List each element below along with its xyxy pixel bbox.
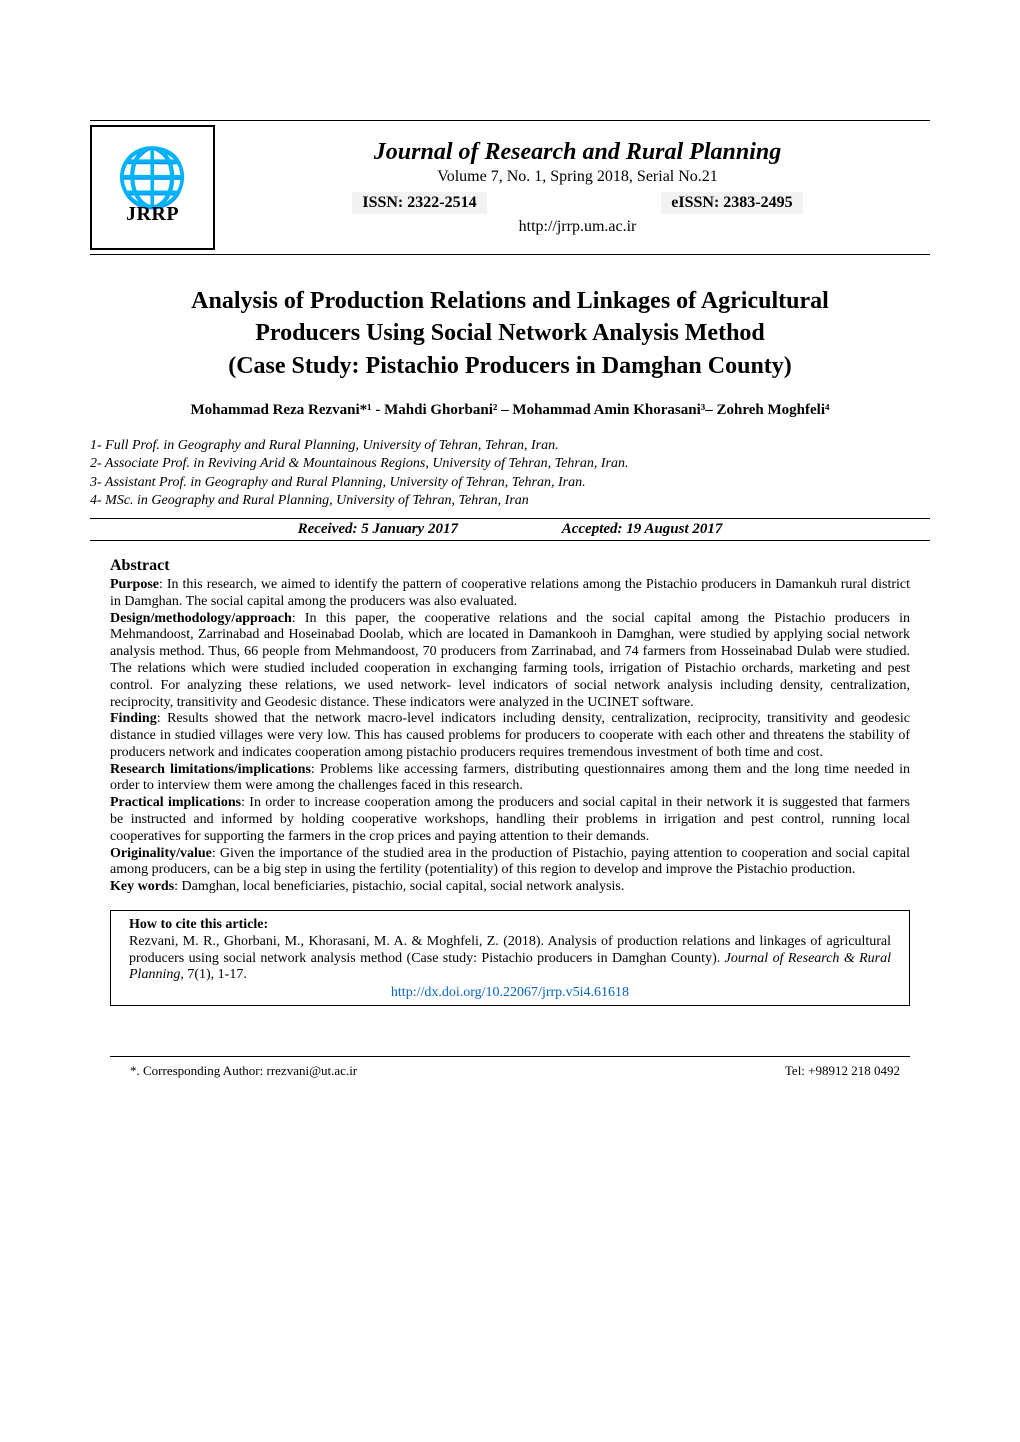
practical-label: Practical implications — [110, 795, 241, 810]
abstract-finding: Finding: Results showed that the network… — [110, 711, 910, 761]
footer-text: *. Corresponding Author: rrezvani@ut.ac.… — [90, 1057, 930, 1079]
purpose-text: : In this research, we aimed to identify… — [110, 577, 910, 609]
abstract-purpose: Purpose: In this research, we aimed to i… — [110, 577, 910, 611]
issn-label: ISSN: 2322-2514 — [352, 192, 486, 214]
finding-text: : Results showed that the network macro-… — [110, 711, 910, 760]
abstract-practical: Practical implications: In order to incr… — [110, 795, 910, 845]
keywords-text: : Damghan, local beneficiaries, pistachi… — [174, 879, 624, 894]
abstract-body: Purpose: In this research, we aimed to i… — [90, 577, 930, 896]
abstract-originality: Originality/value: Given the importance … — [110, 846, 910, 880]
logo-cell: 🌐 JRRP — [90, 121, 225, 255]
article-title: Analysis of Production Relations and Lin… — [90, 285, 930, 382]
logo-text: JRRP — [126, 203, 179, 226]
abstract-heading: Abstract — [90, 557, 930, 575]
header-content: Journal of Research and Rural Planning V… — [225, 121, 930, 255]
affiliation-2: 2- Associate Prof. in Reviving Arid & Mo… — [90, 455, 930, 473]
abstract-keywords: Key words: Damghan, local beneficiaries,… — [110, 879, 910, 896]
journal-title: Journal of Research and Rural Planning — [225, 139, 930, 166]
citation-box: How to cite this article: Rezvani, M. R.… — [110, 910, 910, 1006]
affiliation-1: 1- Full Prof. in Geography and Rural Pla… — [90, 437, 930, 455]
design-label: Design/methodology/approach — [110, 611, 292, 626]
abstract-design: Design/methodology/approach: In this pap… — [110, 611, 910, 712]
finding-label: Finding — [110, 711, 157, 726]
title-line-1: Analysis of Production Relations and Lin… — [90, 285, 930, 317]
authors-list: Mohammad Reza Rezvani*¹ - Mahdi Ghorbani… — [90, 402, 930, 419]
abstract-limitations: Research limitations/implications: Probl… — [110, 762, 910, 796]
logo-globe-icon: 🌐 — [116, 149, 188, 207]
citation-text: Rezvani, M. R., Ghorbani, M., Khorasani,… — [129, 934, 891, 984]
citation-doi-link[interactable]: http://dx.doi.org/10.22067/jrrp.v5i4.616… — [129, 985, 891, 1001]
keywords-label: Key words — [110, 879, 174, 894]
limitations-label: Research limitations/implications — [110, 762, 311, 777]
volume-info: Volume 7, No. 1, Spring 2018, Serial No.… — [225, 168, 930, 186]
affiliation-3: 3- Assistant Prof. in Geography and Rura… — [90, 474, 930, 492]
title-line-2: Producers Using Social Network Analysis … — [90, 317, 930, 349]
purpose-label: Purpose — [110, 577, 159, 592]
accepted-date: Accepted: 19 August 2017 — [512, 521, 773, 538]
originality-label: Originality/value — [110, 846, 212, 861]
eissn-label: eISSN: 2383-2495 — [661, 192, 802, 214]
affiliations: 1- Full Prof. in Geography and Rural Pla… — [90, 437, 930, 510]
issn-row: ISSN: 2322-2514 eISSN: 2383-2495 — [225, 192, 930, 214]
journal-logo: 🌐 JRRP — [90, 125, 215, 250]
citation-heading: How to cite this article: — [129, 917, 891, 933]
journal-header: 🌐 JRRP Journal of Research and Rural Pla… — [90, 120, 930, 255]
originality-text: : Given the importance of the studied ar… — [110, 846, 910, 878]
affiliation-4: 4- MSc. in Geography and Rural Planning,… — [90, 492, 930, 510]
corresponding-tel: Tel: +98912 218 0492 — [785, 1063, 900, 1079]
received-date: Received: 5 January 2017 — [248, 521, 508, 538]
citation-part2: 7(1), 1-17. — [184, 967, 247, 982]
dates-row: Received: 5 January 2017 Accepted: 19 Au… — [90, 518, 930, 541]
corresponding-author: *. Corresponding Author: rrezvani@ut.ac.… — [130, 1063, 357, 1079]
journal-url: http://jrrp.um.ac.ir — [225, 218, 930, 236]
title-line-3: (Case Study: Pistachio Producers in Damg… — [90, 350, 930, 382]
